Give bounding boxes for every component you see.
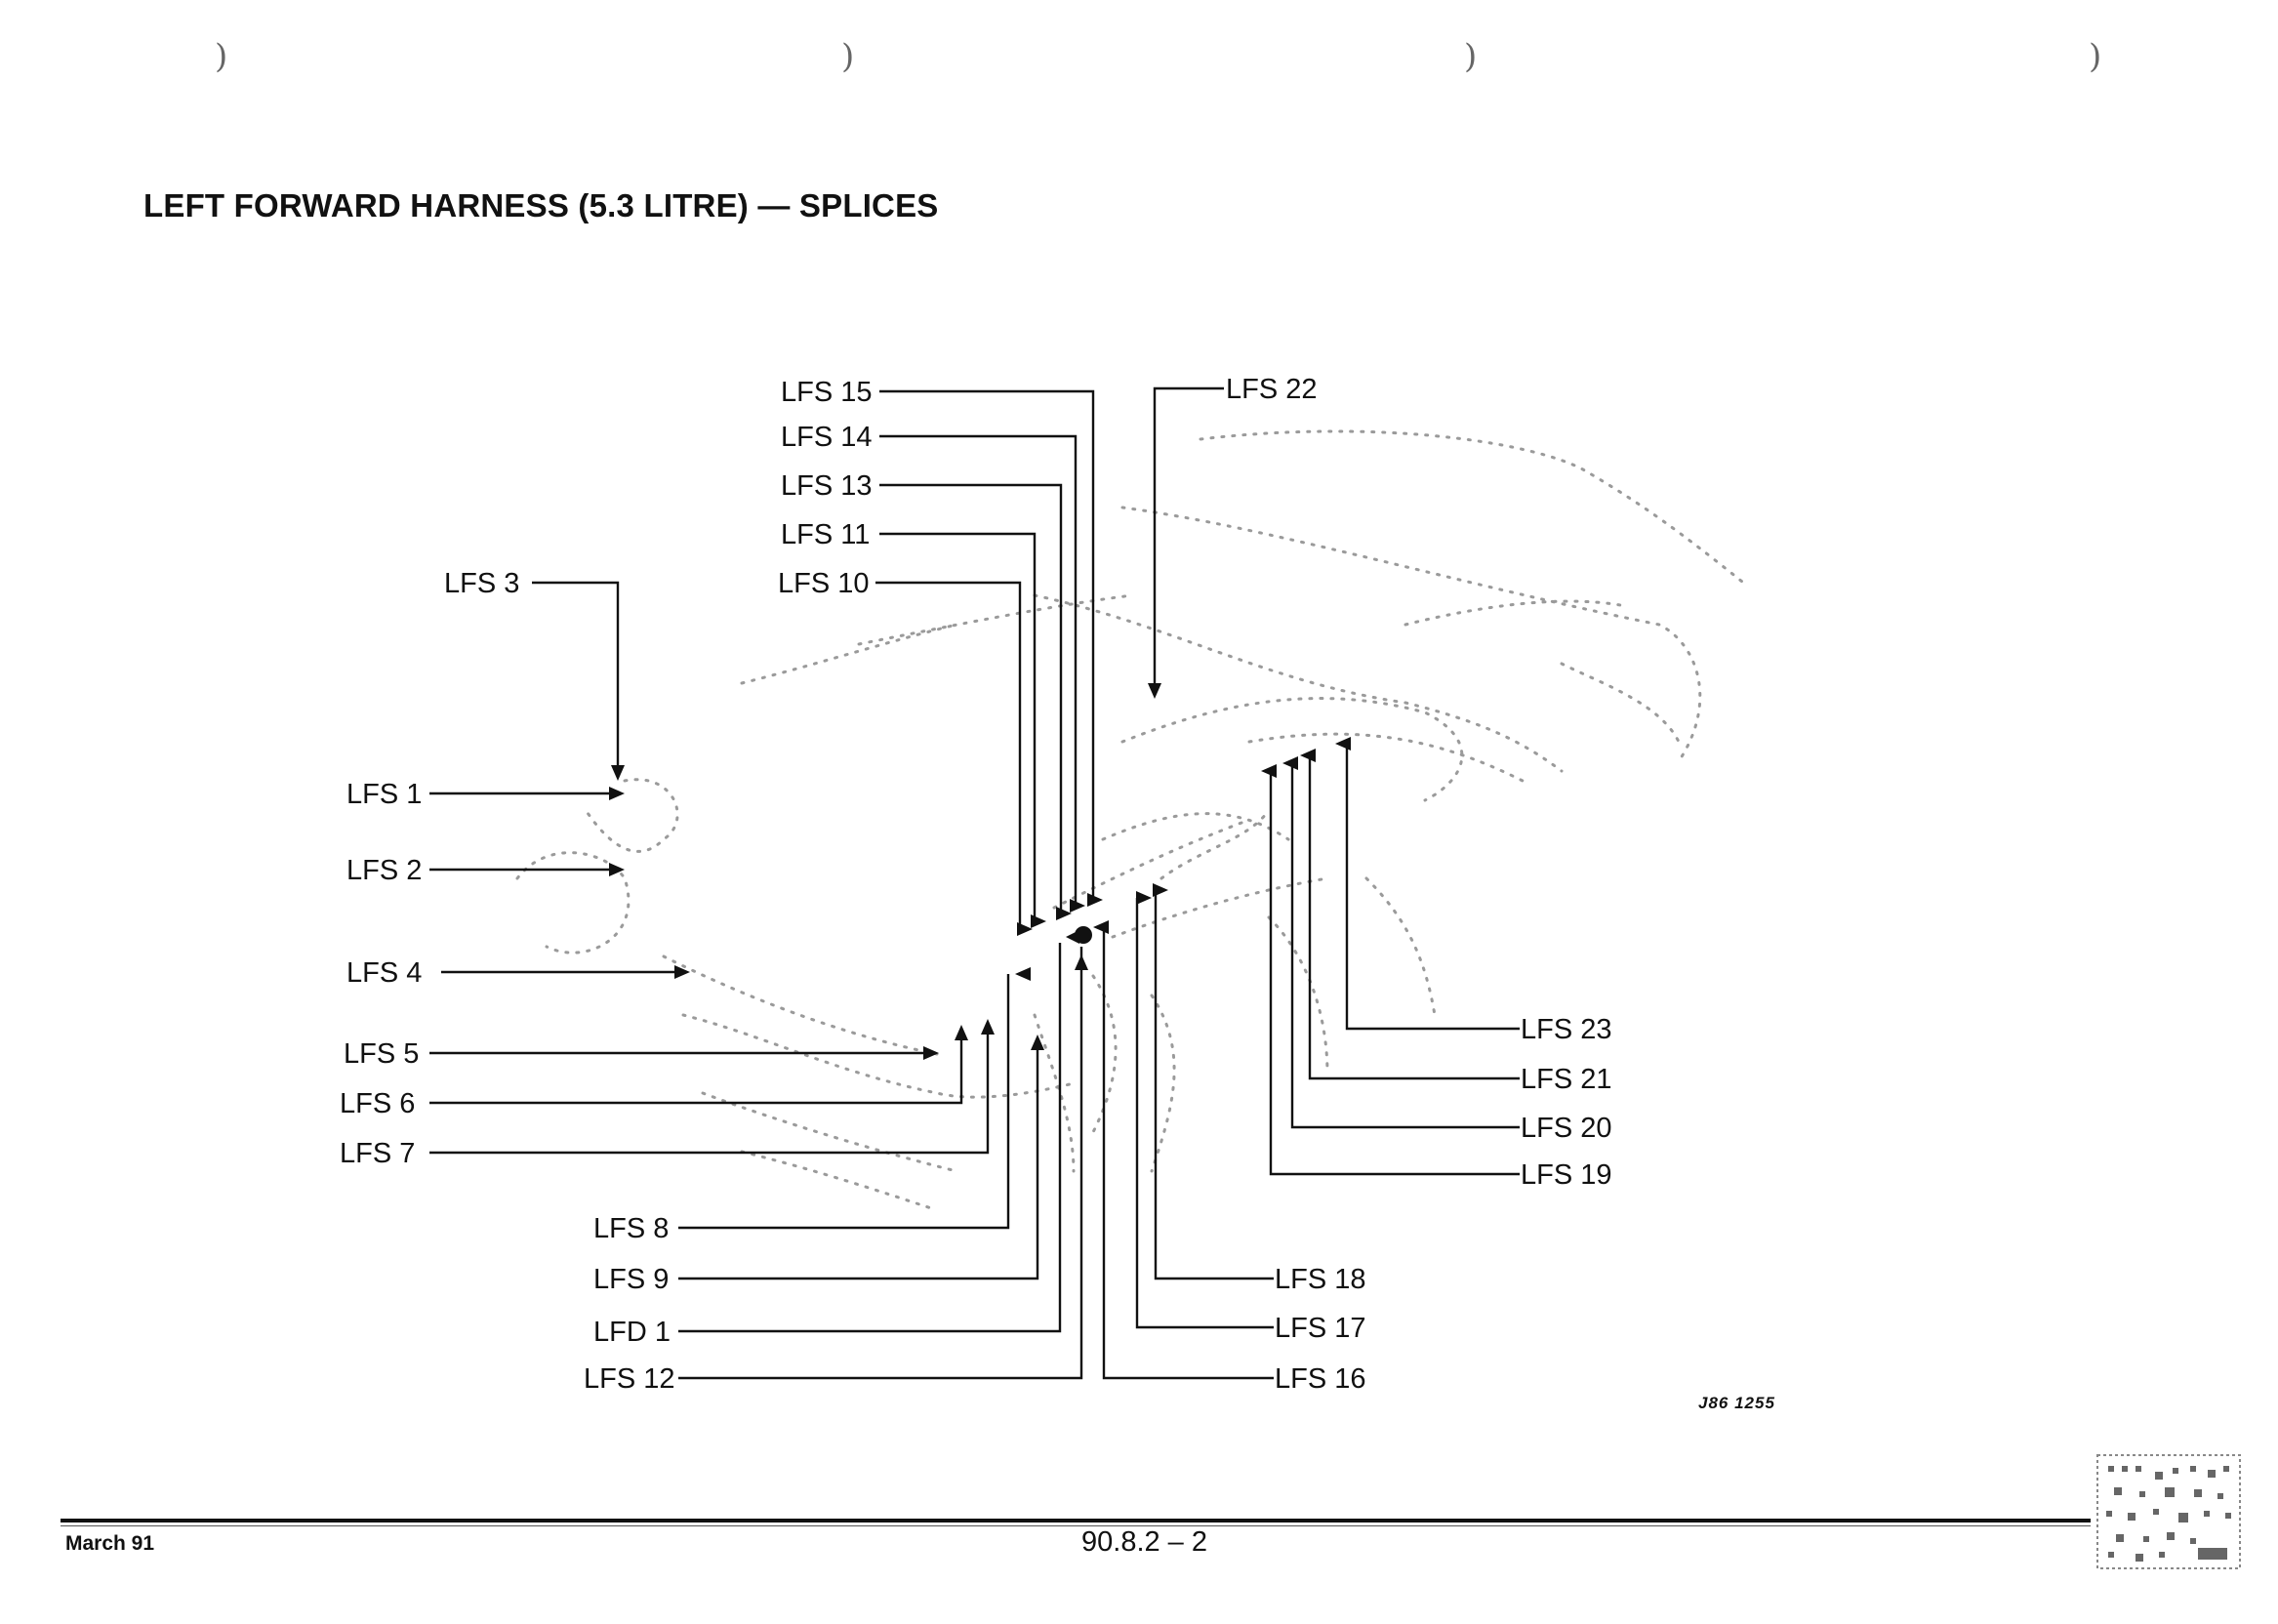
label-lfs-11: LFS 11 xyxy=(781,519,870,550)
binder-mark-4: ) xyxy=(2089,37,2102,76)
arrowheads xyxy=(609,683,1351,1060)
label-lfs-9: LFS 9 xyxy=(593,1264,669,1295)
label-lfs-16: LFS 16 xyxy=(1275,1363,1366,1395)
label-lfs-21: LFS 21 xyxy=(1521,1064,1612,1095)
binder-mark-2: ) xyxy=(841,37,855,76)
leader-lines xyxy=(429,386,1520,1380)
label-lfs-19: LFS 19 xyxy=(1521,1159,1612,1191)
label-lfs-4: LFS 4 xyxy=(346,957,422,989)
page-title: LEFT FORWARD HARNESS (5.3 LITRE) — SPLIC… xyxy=(143,187,939,223)
label-lfs-5: LFS 5 xyxy=(344,1038,419,1070)
figure-reference: J86 1255 xyxy=(1698,1394,1775,1412)
splice-labels: LFS 3 LFS 1 LFS 2 LFS 4 LFS 5 LFS 6 LFS … xyxy=(340,374,1612,1395)
label-lfs-10: LFS 10 xyxy=(778,568,870,599)
page-number: 90.8.2 – 2 xyxy=(1081,1526,1207,1558)
label-lfd-1: LFD 1 xyxy=(593,1317,671,1348)
label-lfs-22: LFS 22 xyxy=(1226,374,1318,405)
label-lfs-8: LFS 8 xyxy=(593,1213,669,1244)
label-lfs-12: LFS 12 xyxy=(584,1363,675,1395)
label-lfs-3: LFS 3 xyxy=(444,568,519,599)
label-lfs-2: LFS 2 xyxy=(346,855,422,886)
label-lfs-20: LFS 20 xyxy=(1521,1113,1612,1144)
label-lfs-15: LFS 15 xyxy=(781,377,873,408)
footer-date: March 91 xyxy=(65,1532,155,1555)
label-lfs-1: LFS 1 xyxy=(346,779,422,810)
label-lfs-18: LFS 18 xyxy=(1275,1264,1366,1295)
label-lfs-13: LFS 13 xyxy=(781,470,873,502)
label-lfs-23: LFS 23 xyxy=(1521,1014,1612,1045)
label-lfs-17: LFS 17 xyxy=(1275,1313,1366,1344)
footer-rule-thin xyxy=(61,1525,2091,1526)
label-lfs-14: LFS 14 xyxy=(781,422,873,453)
footer-rule xyxy=(61,1519,2091,1522)
binder-mark-3: ) xyxy=(1464,37,1478,76)
binder-mark-1: ) xyxy=(215,37,228,76)
engine-bay-outline xyxy=(515,429,1749,1212)
label-lfs-6: LFS 6 xyxy=(340,1088,415,1119)
microfiche-stamp xyxy=(2096,1454,2241,1569)
label-lfs-7: LFS 7 xyxy=(340,1138,415,1169)
